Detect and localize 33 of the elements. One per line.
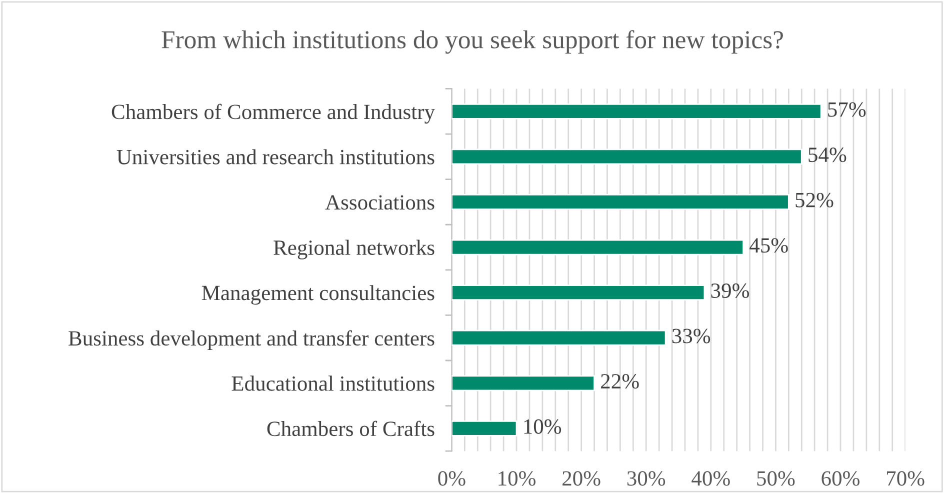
data-label: 45% xyxy=(750,238,788,253)
bar xyxy=(452,375,595,392)
x-tick-label: 60% xyxy=(822,471,860,486)
x-tick-label: 40% xyxy=(692,471,730,486)
y-tick-label: Universities and research institutions xyxy=(116,149,434,164)
data-label: 33% xyxy=(672,328,710,344)
x-tick-label: 50% xyxy=(757,471,795,486)
x-tick-label: 20% xyxy=(562,471,600,486)
bar xyxy=(452,194,790,210)
y-tick-label: Chambers of Crafts xyxy=(267,420,434,436)
data-label: 52% xyxy=(796,192,834,208)
y-tick-label: Management consultancies xyxy=(202,285,434,305)
bar xyxy=(452,330,666,346)
x-tick-label: 0% xyxy=(438,471,466,486)
data-label: 54% xyxy=(808,148,846,162)
bar xyxy=(452,284,706,301)
y-tick-label: Associations xyxy=(325,195,434,210)
x-tick-label: 30% xyxy=(627,471,666,486)
y-tick-label: Business development and transfer centers xyxy=(68,330,434,350)
bar xyxy=(452,420,518,436)
y-tick-label: Chambers of Commerce and Industry xyxy=(112,104,435,124)
y-tick-label: Regional networks xyxy=(274,240,434,260)
bar xyxy=(452,103,822,120)
x-tick-label: 70% xyxy=(887,471,924,486)
y-tick-label: Educational institutions xyxy=(232,376,434,391)
bar xyxy=(452,148,802,165)
data-label: 22% xyxy=(601,374,639,389)
data-label: 10% xyxy=(524,419,562,434)
x-tick-label: 10% xyxy=(498,471,536,486)
data-label: 57% xyxy=(828,102,866,117)
data-label: 39% xyxy=(711,283,749,298)
chart-title: From which institutions do you seek support for new topics? xyxy=(162,30,783,54)
bar xyxy=(452,239,744,256)
